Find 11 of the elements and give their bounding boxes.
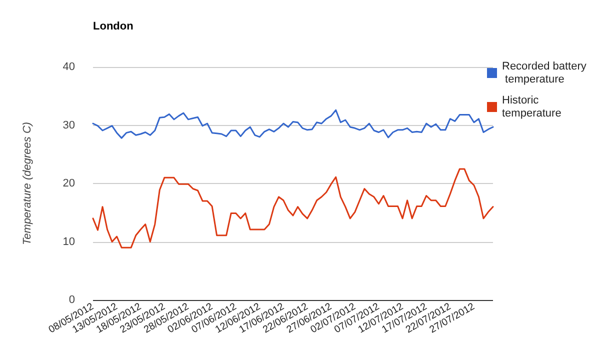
chart-title: London (93, 20, 134, 32)
legend-label: Recorded battery temperature (502, 60, 587, 86)
line-series (92, 168, 494, 248)
y-axis-title: Temperature (degrees C) (22, 122, 34, 246)
y-tick-label: 40 (62, 61, 75, 73)
legend-label: Historic temperature (502, 94, 562, 120)
y-tick-label: 10 (62, 236, 75, 248)
line-series (92, 109, 494, 139)
y-tick-label: 0 (68, 294, 75, 306)
y-tick-label: 20 (62, 178, 75, 190)
y-tick-label: 30 (62, 119, 75, 132)
